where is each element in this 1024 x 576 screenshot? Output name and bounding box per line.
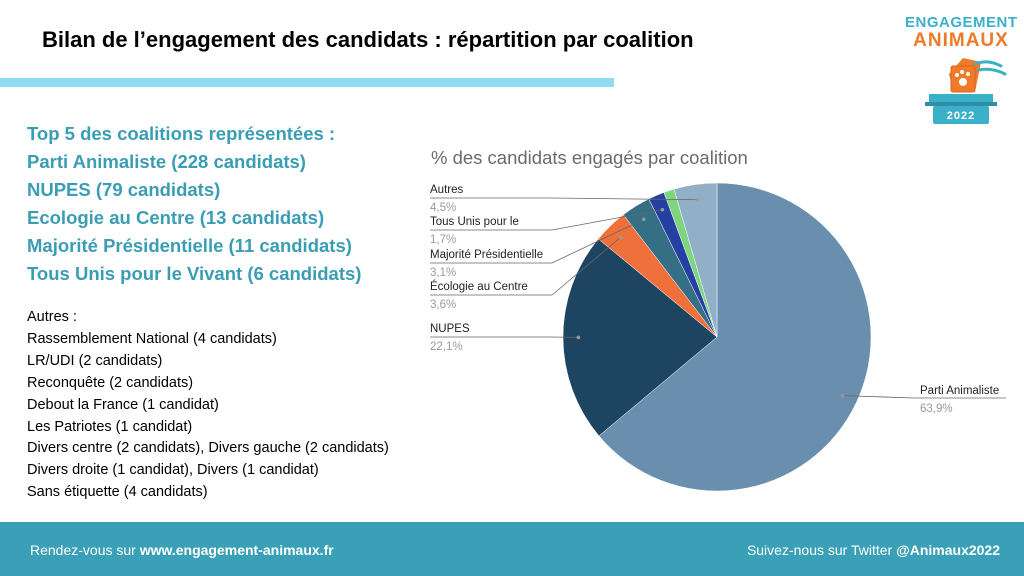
top5-coalitions-list: Top 5 des coalitions représentées : Part… — [27, 120, 361, 288]
title-underline — [0, 78, 614, 87]
leader-line — [430, 218, 645, 264]
slide-title: Bilan de l’engagement des candidats : ré… — [42, 27, 694, 52]
leader-dot — [642, 217, 646, 222]
slice-value-label: 22,1% — [430, 341, 463, 353]
list-item: Debout la France (1 candidat) — [27, 396, 219, 413]
list-item: NUPES (79 candidats) — [27, 179, 221, 200]
slice-label: Parti Animaliste — [920, 385, 999, 397]
footer-website-prefix: Rendez-vous sur — [30, 542, 136, 558]
list-item: Ecologie au Centre (13 candidats) — [27, 207, 325, 228]
logo-text-animaux: ANIMAUX — [913, 30, 1009, 51]
leader-dot — [695, 197, 700, 202]
list-item: Majorité Présidentielle (11 candidats) — [27, 235, 352, 256]
slice-value-label: 3,1% — [430, 267, 456, 279]
slice-label: NUPES — [430, 323, 470, 335]
leader-dot — [619, 235, 623, 239]
slice-value-label: 3,6% — [430, 299, 456, 311]
website-link[interactable]: www.engagement-animaux.fr — [139, 542, 334, 558]
leader-dot — [660, 207, 665, 212]
list-item: Divers centre (2 candidats), Divers gauc… — [27, 440, 389, 457]
leader-dot — [840, 393, 845, 398]
pie-slice-parti-animaliste — [598, 182, 872, 492]
list-item: Divers droite (1 candidat), Divers (1 ca… — [27, 462, 319, 479]
leader-line — [430, 209, 663, 231]
list-item: Parti Animaliste (228 candidats) — [27, 151, 306, 172]
logo-text-engagement: ENGAGEMENT — [905, 14, 1018, 31]
other-coalitions-list: Autres : Rassemblement National (4 candi… — [27, 307, 389, 504]
ballot-box-paw-icon — [925, 58, 1007, 124]
slice-label: Écologie au Centre — [430, 280, 528, 293]
slice-value-label: 4,5% — [430, 202, 456, 214]
slice-value-label: 1,7% — [430, 234, 456, 246]
leader-dot — [576, 335, 581, 340]
list-item: LR/UDI (2 candidats) — [27, 352, 163, 369]
list-item: Sans étiquette (4 candidats) — [27, 484, 208, 501]
twitter-handle-link[interactable]: @Animaux2022 — [896, 542, 1000, 558]
pie-slice-autres — [673, 182, 718, 338]
chart-title: % des candidats engagés par coalition — [431, 147, 748, 168]
slice-label: Tous Unis pour le — [430, 216, 519, 228]
logo-year: 2022 — [946, 110, 976, 122]
slice-label: Autres — [430, 184, 463, 196]
list-item: Reconquête (2 candidats) — [27, 374, 194, 391]
footer-twitter: Suivez-nous sur Twitter @Animaux2022 — [747, 542, 1000, 558]
footer-twitter-prefix: Suivez-nous sur Twitter — [746, 542, 893, 558]
list-item: Les Patriotes (1 candidat) — [27, 418, 193, 435]
leader-line — [842, 395, 1006, 399]
slice-value-label: 63,9% — [920, 403, 953, 415]
leader-line — [430, 197, 698, 201]
list-item: Rassemblement National (4 candidats) — [27, 330, 277, 347]
top5-heading: Top 5 des coalitions représentées : — [27, 123, 336, 144]
slice-label: Majorité Présidentielle — [430, 249, 543, 261]
footer-website: Rendez-vous sur www.engagement-animaux.f… — [30, 542, 334, 558]
leader-line — [430, 236, 622, 296]
footer-bar: Rendez-vous sur www.engagement-animaux.f… — [0, 522, 1024, 576]
others-heading: Autres : — [27, 309, 77, 325]
engagement-animaux-logo: ENGAGEMENT ANIMAUX 2022 — [905, 8, 1017, 130]
list-item: Tous Unis pour le Vivant (6 candidats) — [27, 263, 362, 284]
